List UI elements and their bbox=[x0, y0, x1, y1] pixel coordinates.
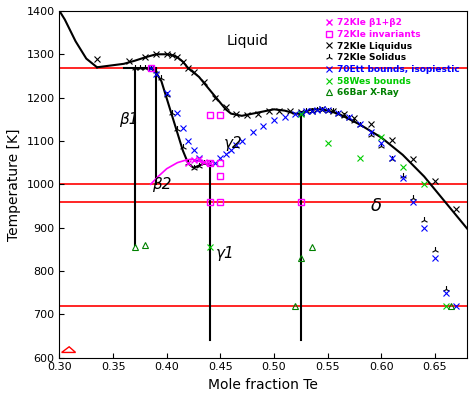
Text: Liquid: Liquid bbox=[226, 34, 268, 48]
Text: γ1: γ1 bbox=[216, 246, 235, 261]
X-axis label: Mole fraction Te: Mole fraction Te bbox=[209, 378, 318, 392]
Text: γ2: γ2 bbox=[224, 136, 243, 150]
Text: β1: β1 bbox=[119, 112, 139, 127]
Y-axis label: Temperature [K]: Temperature [K] bbox=[7, 128, 21, 241]
Text: β2: β2 bbox=[152, 177, 171, 192]
Text: δ: δ bbox=[370, 197, 382, 215]
Legend: 72Kle β1+β2, 72Kle invariants, 72Kle Liquidus, 72Kle Solidus, 70Ett bounds, isop: 72Kle β1+β2, 72Kle invariants, 72Kle Liq… bbox=[322, 16, 463, 100]
